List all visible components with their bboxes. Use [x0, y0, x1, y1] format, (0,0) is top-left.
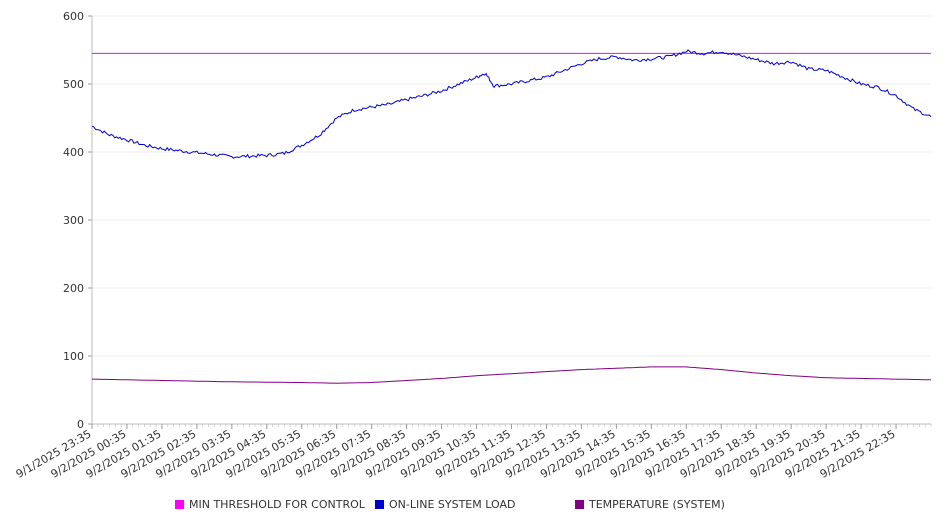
legend-swatch: [375, 500, 384, 509]
series-line-2: [91, 366, 932, 384]
legend-label: ON-LINE SYSTEM LOAD: [389, 498, 516, 511]
legend-label: MIN THRESHOLD FOR CONTROL: [189, 498, 365, 511]
legend-item: TEMPERATURE (SYSTEM): [575, 498, 725, 511]
y-tick-label: 300: [63, 214, 84, 227]
legend-swatch: [575, 500, 584, 509]
y-axis-ticks: 0 100 200 300 400 500 600: [63, 10, 84, 431]
series-lines: [91, 49, 932, 384]
y-tick-label: 400: [63, 146, 84, 159]
x-axis-ticks: 9/1/2025 23:359/2/2025 00:359/2/2025 01:…: [14, 427, 898, 481]
legend-item: ON-LINE SYSTEM LOAD: [375, 498, 515, 511]
legend-label: TEMPERATURE (SYSTEM): [589, 498, 725, 511]
y-tick-label: 600: [63, 10, 84, 23]
y-tick-label: 0: [77, 418, 84, 431]
y-tick-label: 100: [63, 350, 84, 363]
legend: MIN THRESHOLD FOR CONTROL ON-LINE SYSTEM …: [0, 498, 946, 514]
y-tick-label: 500: [63, 78, 84, 91]
grid-lines: [92, 15, 931, 357]
legend-item: MIN THRESHOLD FOR CONTROL: [175, 498, 365, 511]
legend-swatch: [175, 500, 184, 509]
series-line-1: [91, 49, 932, 159]
axes: [88, 15, 932, 429]
y-tick-label: 200: [63, 282, 84, 295]
